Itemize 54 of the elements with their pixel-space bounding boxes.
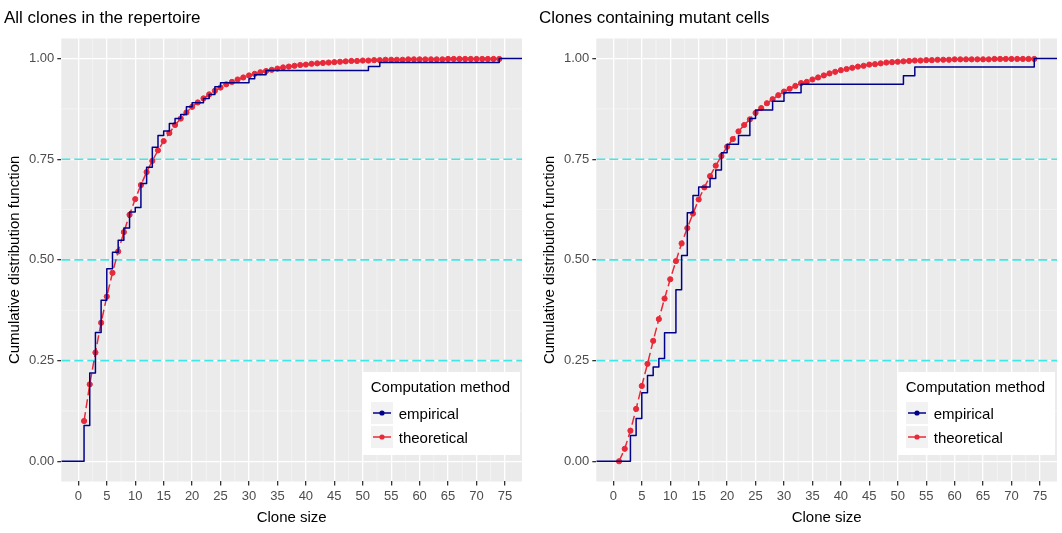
legend-label: empirical — [933, 404, 994, 422]
legend-label: theoretical — [933, 428, 1003, 446]
x-tick-label: 60 — [947, 487, 962, 503]
x-tick-label: 30 — [776, 487, 792, 503]
y-tick-label: 0.25 — [28, 352, 55, 368]
y-tick-label: 0.50 — [28, 251, 55, 267]
legend-label: theoretical — [398, 428, 468, 446]
y-tick-label: 0.25 — [563, 352, 590, 368]
legend-title: Computation method — [905, 378, 1045, 396]
x-tick-label: 50 — [890, 487, 905, 503]
x-tick-label: 30 — [241, 487, 257, 503]
x-tick-label: 45 — [327, 487, 342, 503]
x-tick-label: 20 — [184, 487, 200, 503]
y-tick-label: 0.75 — [28, 150, 55, 166]
x-tick-label: 10 — [128, 487, 143, 503]
y-tick-label: 0.75 — [563, 150, 590, 166]
x-tick-label: 15 — [156, 487, 171, 503]
x-tick-label: 55 — [918, 487, 934, 503]
x-tick-label: 70 — [1004, 487, 1019, 503]
legend-label: empirical — [398, 404, 459, 422]
x-tick-label: 45 — [862, 487, 877, 503]
chart-title: Clones containing mutant cells — [539, 7, 770, 27]
x-tick-label: 5 — [638, 487, 646, 503]
y-axis-title: Cumulative distribution function — [5, 155, 23, 365]
x-axis-title: Clone size — [256, 508, 327, 526]
x-tick-label: 35 — [805, 487, 820, 503]
y-tick-label: 0.50 — [563, 251, 590, 267]
x-tick-label: 5 — [103, 487, 111, 503]
x-tick-label: 70 — [469, 487, 484, 503]
x-tick-label: 40 — [833, 487, 849, 503]
y-axis-title: Cumulative distribution function — [540, 155, 558, 365]
x-tick-label: 0 — [74, 487, 82, 503]
x-tick-label: 55 — [383, 487, 399, 503]
x-tick-label: 35 — [270, 487, 285, 503]
x-tick-label: 65 — [440, 487, 456, 503]
chart-title: All clones in the repertoire — [4, 7, 201, 27]
x-tick-label: 60 — [412, 487, 427, 503]
y-tick-label: 0.00 — [563, 452, 590, 468]
x-tick-label: 50 — [355, 487, 370, 503]
y-tick-label: 1.00 — [28, 50, 55, 66]
x-tick-label: 25 — [213, 487, 228, 503]
y-tick-label: 0.00 — [28, 452, 55, 468]
x-tick-label: 10 — [663, 487, 678, 503]
x-tick-label: 20 — [719, 487, 735, 503]
x-tick-label: 0 — [609, 487, 617, 503]
legend-title: Computation method — [370, 378, 510, 396]
x-tick-label: 40 — [298, 487, 314, 503]
x-tick-label: 75 — [497, 487, 513, 503]
x-tick-label: 75 — [1032, 487, 1048, 503]
x-axis-title: Clone size — [791, 508, 862, 526]
x-tick-label: 25 — [748, 487, 763, 503]
x-tick-label: 15 — [691, 487, 706, 503]
x-tick-label: 65 — [975, 487, 991, 503]
y-tick-label: 1.00 — [563, 50, 590, 66]
